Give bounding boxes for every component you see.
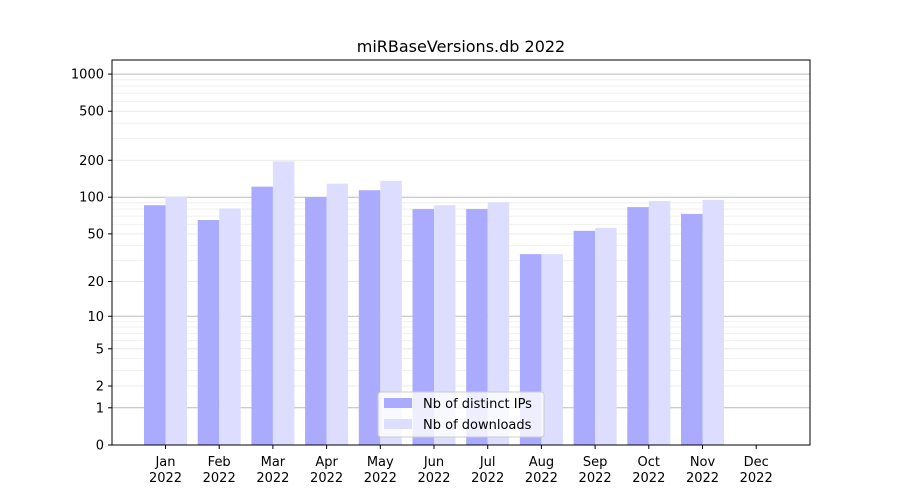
bar-nb-of-distinct-ips-apr [305, 197, 327, 445]
y-tick-label: 1 [96, 401, 104, 416]
legend-label-distinct-ips: Nb of distinct IPs [423, 397, 532, 412]
bar-nb-of-distinct-ips-nov [681, 213, 703, 445]
bar-nb-of-distinct-ips-mar [251, 186, 273, 445]
y-tick-label: 20 [87, 275, 104, 290]
y-tick-label: 2 [96, 380, 104, 395]
x-tick-label-month: Nov [690, 455, 716, 470]
legend-swatch-downloads [384, 419, 412, 429]
bar-nb-of-downloads-jun [434, 205, 456, 445]
bar-nb-of-distinct-ips-jul [466, 209, 488, 445]
bar-nb-of-downloads-nov [702, 199, 724, 445]
x-tick-label-month: Oct [638, 455, 660, 470]
x-tick-label-month: Dec [744, 455, 769, 470]
bar-nb-of-distinct-ips-may [358, 190, 381, 445]
x-tick-label-year: 2022 [686, 471, 719, 486]
x-tick-label-month: Jun [423, 455, 444, 470]
legend: Nb of distinct IPs Nb of downloads [377, 391, 545, 438]
y-tick-label: 5 [96, 342, 104, 357]
x-tick-label-year: 2022 [310, 471, 343, 486]
legend-swatch-distinct-ips [384, 398, 412, 408]
x-tick-label-year: 2022 [417, 471, 450, 486]
x-tick-label-year: 2022 [256, 471, 289, 486]
x-axis: Jan2022Feb2022Mar2022Apr2022May2022Jun20… [149, 445, 773, 486]
y-tick-label: 10 [87, 310, 104, 325]
y-tick-label: 1000 [71, 68, 104, 83]
bar-nb-of-distinct-ips-jun [412, 209, 434, 445]
bar-nb-of-distinct-ips-jan [144, 205, 166, 445]
bar-nb-of-distinct-ips-sep [573, 230, 596, 445]
legend-box [377, 391, 545, 438]
bar-nb-of-downloads-oct [648, 201, 671, 445]
y-axis: 0 1 2 5 10 20 50 100 200 500 1000 [71, 68, 112, 454]
bar-nb-of-downloads-may [380, 180, 402, 445]
x-tick-label-year: 2022 [632, 471, 665, 486]
x-tick-label-month: Aug [529, 455, 554, 470]
bar-nb-of-distinct-ips-oct [627, 207, 649, 445]
bar-nb-of-downloads-mar [272, 161, 295, 445]
bar-nb-of-downloads-apr [326, 183, 349, 445]
plot-area-frame [111, 59, 811, 446]
bar-nb-of-downloads-sep [595, 227, 617, 445]
x-tick-label-year: 2022 [579, 471, 612, 486]
x-tick-label-month: Jul [479, 455, 496, 470]
x-tick-label-month: Mar [261, 455, 286, 470]
y-tick-label: 200 [79, 154, 104, 169]
x-tick-label-year: 2022 [364, 471, 397, 486]
y-tick-label: 100 [79, 191, 104, 206]
x-tick-label-year: 2022 [203, 471, 236, 486]
bar-nb-of-distinct-ips-feb [197, 220, 220, 445]
x-tick-label-year: 2022 [471, 471, 504, 486]
x-tick-label-month: Apr [315, 455, 338, 470]
y-tick-label: 500 [79, 105, 104, 120]
bar-nb-of-downloads-jan [165, 196, 187, 445]
y-tick-label: 0 [96, 439, 104, 454]
legend-label-downloads: Nb of downloads [423, 418, 532, 433]
x-tick-label-month: Sep [583, 455, 608, 470]
x-tick-label-year: 2022 [525, 471, 558, 486]
x-tick-label-year: 2022 [740, 471, 773, 486]
x-tick-label-month: May [367, 455, 394, 470]
chart-title: miRBaseVersions.db 2022 [357, 37, 565, 56]
x-tick-label-month: Feb [208, 455, 231, 470]
x-tick-label-year: 2022 [149, 471, 182, 486]
bar-nb-of-downloads-aug [541, 254, 563, 445]
x-tick-label-month: Jan [154, 455, 175, 470]
bar-nb-of-downloads-jul [487, 202, 510, 445]
y-tick-label: 50 [87, 227, 104, 242]
bar-nb-of-downloads-feb [219, 208, 241, 445]
